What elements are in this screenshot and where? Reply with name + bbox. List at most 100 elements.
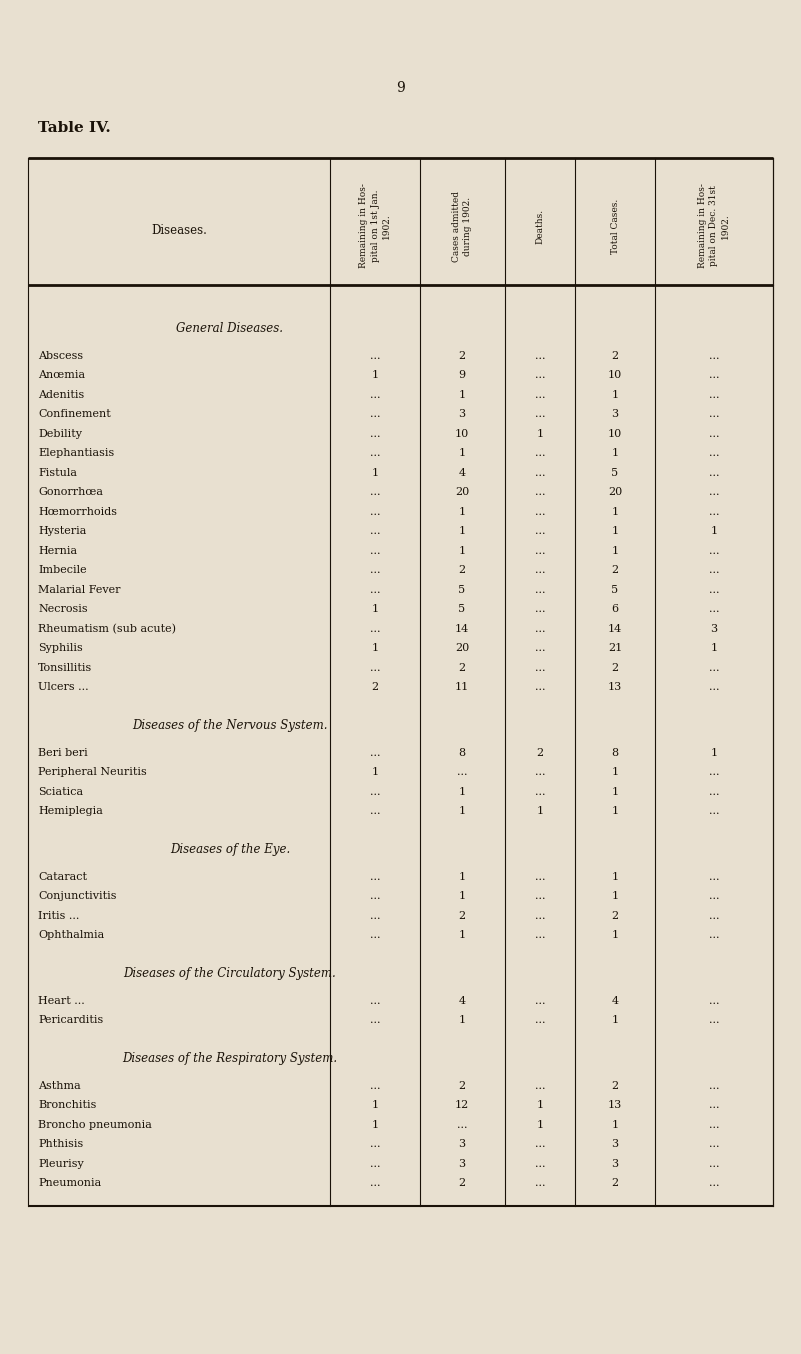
Text: Broncho pneumonia: Broncho pneumonia	[38, 1120, 152, 1129]
Text: 1: 1	[611, 448, 618, 458]
Text: 6: 6	[611, 604, 618, 615]
Text: 5: 5	[611, 585, 618, 594]
Text: ...: ...	[535, 891, 545, 902]
Text: ...: ...	[370, 911, 380, 921]
Text: ...: ...	[709, 487, 719, 497]
Text: Hernia: Hernia	[38, 546, 77, 555]
Text: ...: ...	[709, 1178, 719, 1189]
Text: 1: 1	[537, 1120, 544, 1129]
Text: Confinement: Confinement	[38, 409, 111, 420]
Text: ...: ...	[370, 546, 380, 555]
Text: ...: ...	[709, 604, 719, 615]
Text: 11: 11	[455, 682, 469, 692]
Text: ...: ...	[535, 351, 545, 360]
Text: 20: 20	[455, 643, 469, 653]
Text: 2: 2	[458, 351, 465, 360]
Text: ...: ...	[709, 995, 719, 1006]
Text: Fistula: Fistula	[38, 467, 77, 478]
Text: Diseases.: Diseases.	[151, 223, 207, 237]
Text: ...: ...	[535, 487, 545, 497]
Text: 5: 5	[611, 467, 618, 478]
Text: 1: 1	[710, 747, 718, 758]
Text: ...: ...	[535, 911, 545, 921]
Text: 2: 2	[611, 1178, 618, 1189]
Text: 1: 1	[611, 891, 618, 902]
Text: Hemiplegia: Hemiplegia	[38, 806, 103, 816]
Text: 1: 1	[372, 1120, 379, 1129]
Text: ...: ...	[709, 911, 719, 921]
Text: ...: ...	[709, 1101, 719, 1110]
Text: Bronchitis: Bronchitis	[38, 1101, 96, 1110]
Text: 1: 1	[458, 390, 465, 399]
Text: ...: ...	[535, 624, 545, 634]
Text: ...: ...	[709, 506, 719, 517]
Text: Ulcers ...: Ulcers ...	[38, 682, 89, 692]
Text: ...: ...	[709, 682, 719, 692]
Text: Ophthalmia: Ophthalmia	[38, 930, 104, 940]
Text: 1: 1	[611, 1120, 618, 1129]
Text: 1: 1	[611, 546, 618, 555]
Text: 1: 1	[458, 891, 465, 902]
Text: Hœmorrhoids: Hœmorrhoids	[38, 506, 117, 517]
Text: ...: ...	[370, 930, 380, 940]
Text: 2: 2	[458, 1178, 465, 1189]
Text: ...: ...	[535, 506, 545, 517]
Text: 3: 3	[710, 624, 718, 634]
Text: ...: ...	[370, 1016, 380, 1025]
Text: 1: 1	[611, 527, 618, 536]
Text: ...: ...	[709, 1159, 719, 1169]
Text: 3: 3	[611, 1139, 618, 1150]
Text: ...: ...	[370, 506, 380, 517]
Text: ...: ...	[370, 995, 380, 1006]
Text: ...: ...	[709, 390, 719, 399]
Text: ...: ...	[709, 787, 719, 796]
Text: 9: 9	[396, 81, 405, 95]
Text: ...: ...	[535, 565, 545, 575]
Text: 1: 1	[710, 527, 718, 536]
Text: ...: ...	[709, 1016, 719, 1025]
Text: 1: 1	[458, 930, 465, 940]
Text: Asthma: Asthma	[38, 1080, 81, 1091]
Text: ...: ...	[709, 1120, 719, 1129]
Text: 1: 1	[458, 806, 465, 816]
Text: 1: 1	[710, 643, 718, 653]
Text: 1: 1	[458, 546, 465, 555]
Text: 1: 1	[372, 467, 379, 478]
Text: 14: 14	[608, 624, 622, 634]
Text: ...: ...	[370, 1080, 380, 1091]
Text: 1: 1	[372, 768, 379, 777]
Text: ...: ...	[535, 467, 545, 478]
Text: 2: 2	[611, 911, 618, 921]
Text: ...: ...	[370, 1159, 380, 1169]
Text: ...: ...	[709, 872, 719, 881]
Text: ...: ...	[535, 585, 545, 594]
Text: 1: 1	[611, 806, 618, 816]
Text: Pericarditis: Pericarditis	[38, 1016, 103, 1025]
Text: 2: 2	[458, 662, 465, 673]
Text: ...: ...	[709, 1080, 719, 1091]
Text: Malarial Fever: Malarial Fever	[38, 585, 120, 594]
Text: 14: 14	[455, 624, 469, 634]
Text: ...: ...	[709, 351, 719, 360]
Text: 2: 2	[611, 1080, 618, 1091]
Text: Heart ...: Heart ...	[38, 995, 85, 1006]
Text: 1: 1	[372, 604, 379, 615]
Text: ...: ...	[709, 930, 719, 940]
Text: ...: ...	[535, 370, 545, 380]
Text: 2: 2	[611, 565, 618, 575]
Text: ...: ...	[535, 1080, 545, 1091]
Text: 1: 1	[372, 1101, 379, 1110]
Text: 2: 2	[458, 565, 465, 575]
Text: Necrosis: Necrosis	[38, 604, 87, 615]
Text: Cataract: Cataract	[38, 872, 87, 881]
Text: Diseases of the Circulatory System.: Diseases of the Circulatory System.	[123, 967, 336, 980]
Text: 1: 1	[458, 1016, 465, 1025]
Text: ...: ...	[709, 467, 719, 478]
Text: ...: ...	[535, 527, 545, 536]
Text: 1: 1	[611, 872, 618, 881]
Text: General Diseases.: General Diseases.	[176, 322, 284, 334]
Text: Cases admitted
during 1902.: Cases admitted during 1902.	[452, 191, 472, 261]
Text: 1: 1	[458, 527, 465, 536]
Text: Pleurisy: Pleurisy	[38, 1159, 84, 1169]
Text: 1: 1	[611, 768, 618, 777]
